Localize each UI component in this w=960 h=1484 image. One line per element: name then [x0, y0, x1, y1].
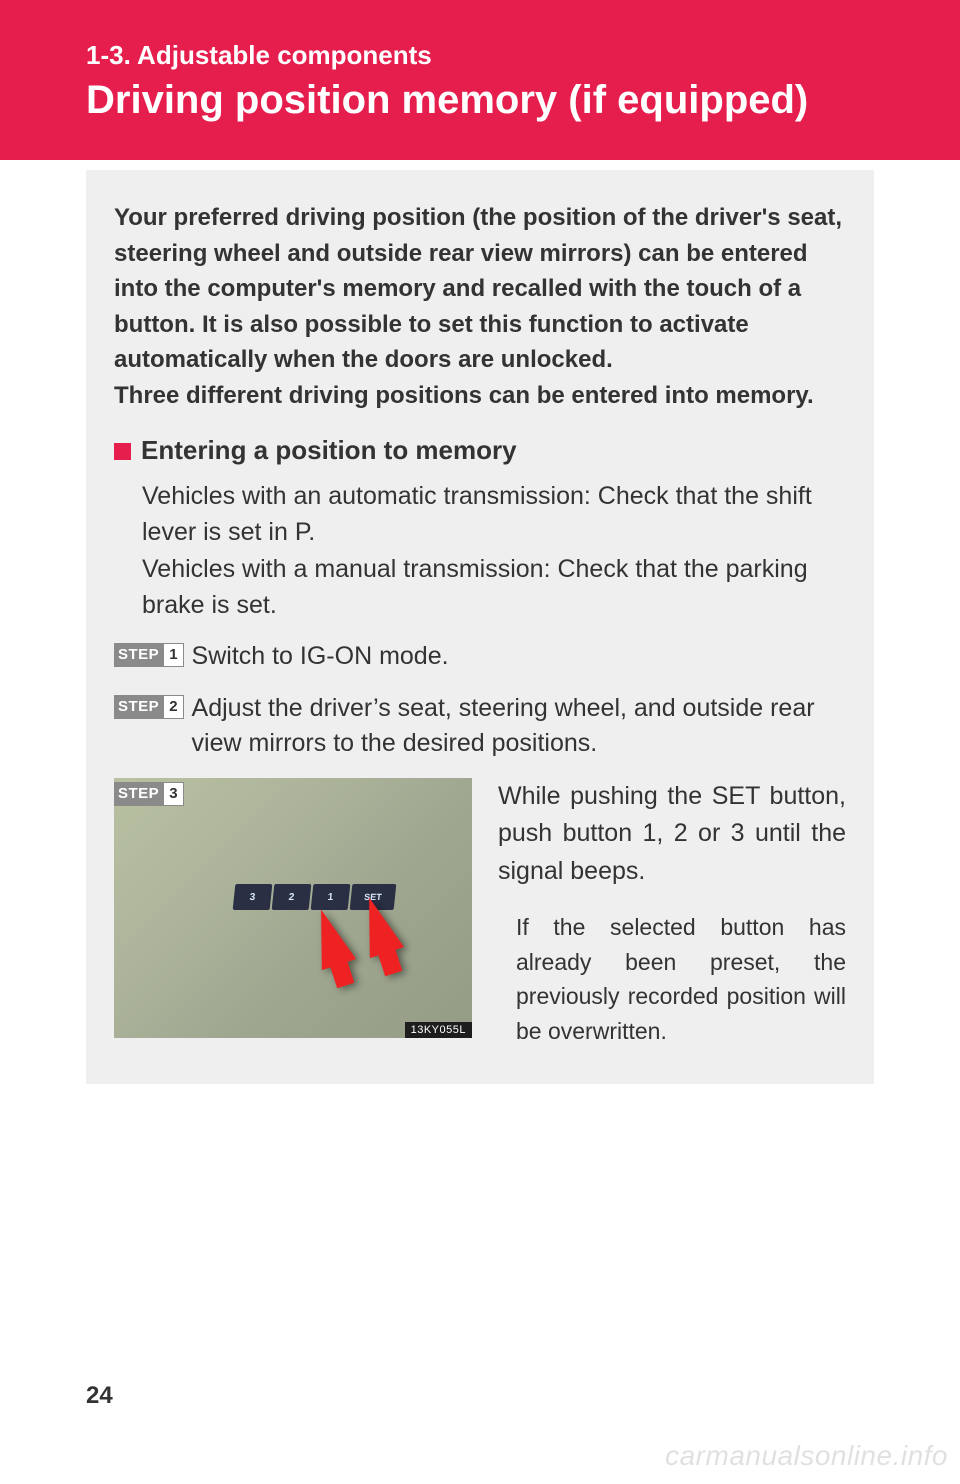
step-badge-number: 3	[163, 782, 183, 806]
subsection-title: Entering a position to memory	[141, 435, 517, 466]
red-arrow-icon	[352, 891, 404, 957]
watermark: carmanualsonline.info	[665, 1440, 948, 1472]
image-code-label: 13KY055L	[405, 1022, 472, 1038]
step-3-image-wrap: STEP 3 3 2 1 SET 13KY055L	[114, 778, 472, 1038]
memory-buttons-photo: 3 2 1 SET 13KY055L	[114, 778, 472, 1038]
subsection-body: Vehicles with an automatic transmission:…	[142, 478, 846, 623]
step-1-text: Switch to IG-ON mode.	[192, 639, 846, 675]
memory-button-2: 2	[272, 884, 312, 910]
subsection-header-row: Entering a position to memory	[114, 435, 846, 466]
step-badge-label: STEP	[114, 643, 163, 667]
step-badge-3: STEP 3	[114, 782, 184, 806]
page-number: 24	[86, 1382, 113, 1410]
step-3-main-text: While pushing the SET button, push butto…	[498, 778, 846, 891]
section-title: 1-3. Adjustable components	[86, 40, 432, 71]
step-3-row: STEP 3 3 2 1 SET 13KY055L While pushing	[114, 778, 846, 1049]
header-band: 1-3. Adjustable components Driving posit…	[0, 0, 960, 160]
manual-page: 1-3. Adjustable components Driving posit…	[0, 0, 960, 1484]
intro-paragraph: Your preferred driving position (the pos…	[114, 200, 846, 413]
step-badge-label: STEP	[114, 695, 163, 719]
red-arrow-icon	[304, 903, 356, 969]
step-3-text-column: While pushing the SET button, push butto…	[498, 778, 846, 1049]
content-box: Your preferred driving position (the pos…	[86, 170, 874, 1084]
step-badge-1: STEP 1	[114, 643, 184, 667]
page-title: Driving position memory (if equipped)	[86, 78, 808, 123]
step-3-note-text: If the selected button has already been …	[516, 910, 846, 1048]
step-badge-label: STEP	[114, 782, 163, 806]
step-row: STEP 2 Adjust the driver’s seat, steerin…	[114, 691, 846, 762]
memory-button-3: 3	[233, 884, 273, 910]
step-row: STEP 1 Switch to IG-ON mode.	[114, 639, 846, 675]
red-square-bullet-icon	[114, 443, 131, 460]
step-badge-2: STEP 2	[114, 695, 184, 719]
step-2-text: Adjust the driver’s seat, steering wheel…	[192, 691, 846, 762]
step-badge-number: 2	[163, 695, 183, 719]
step-badge-number: 1	[163, 643, 183, 667]
